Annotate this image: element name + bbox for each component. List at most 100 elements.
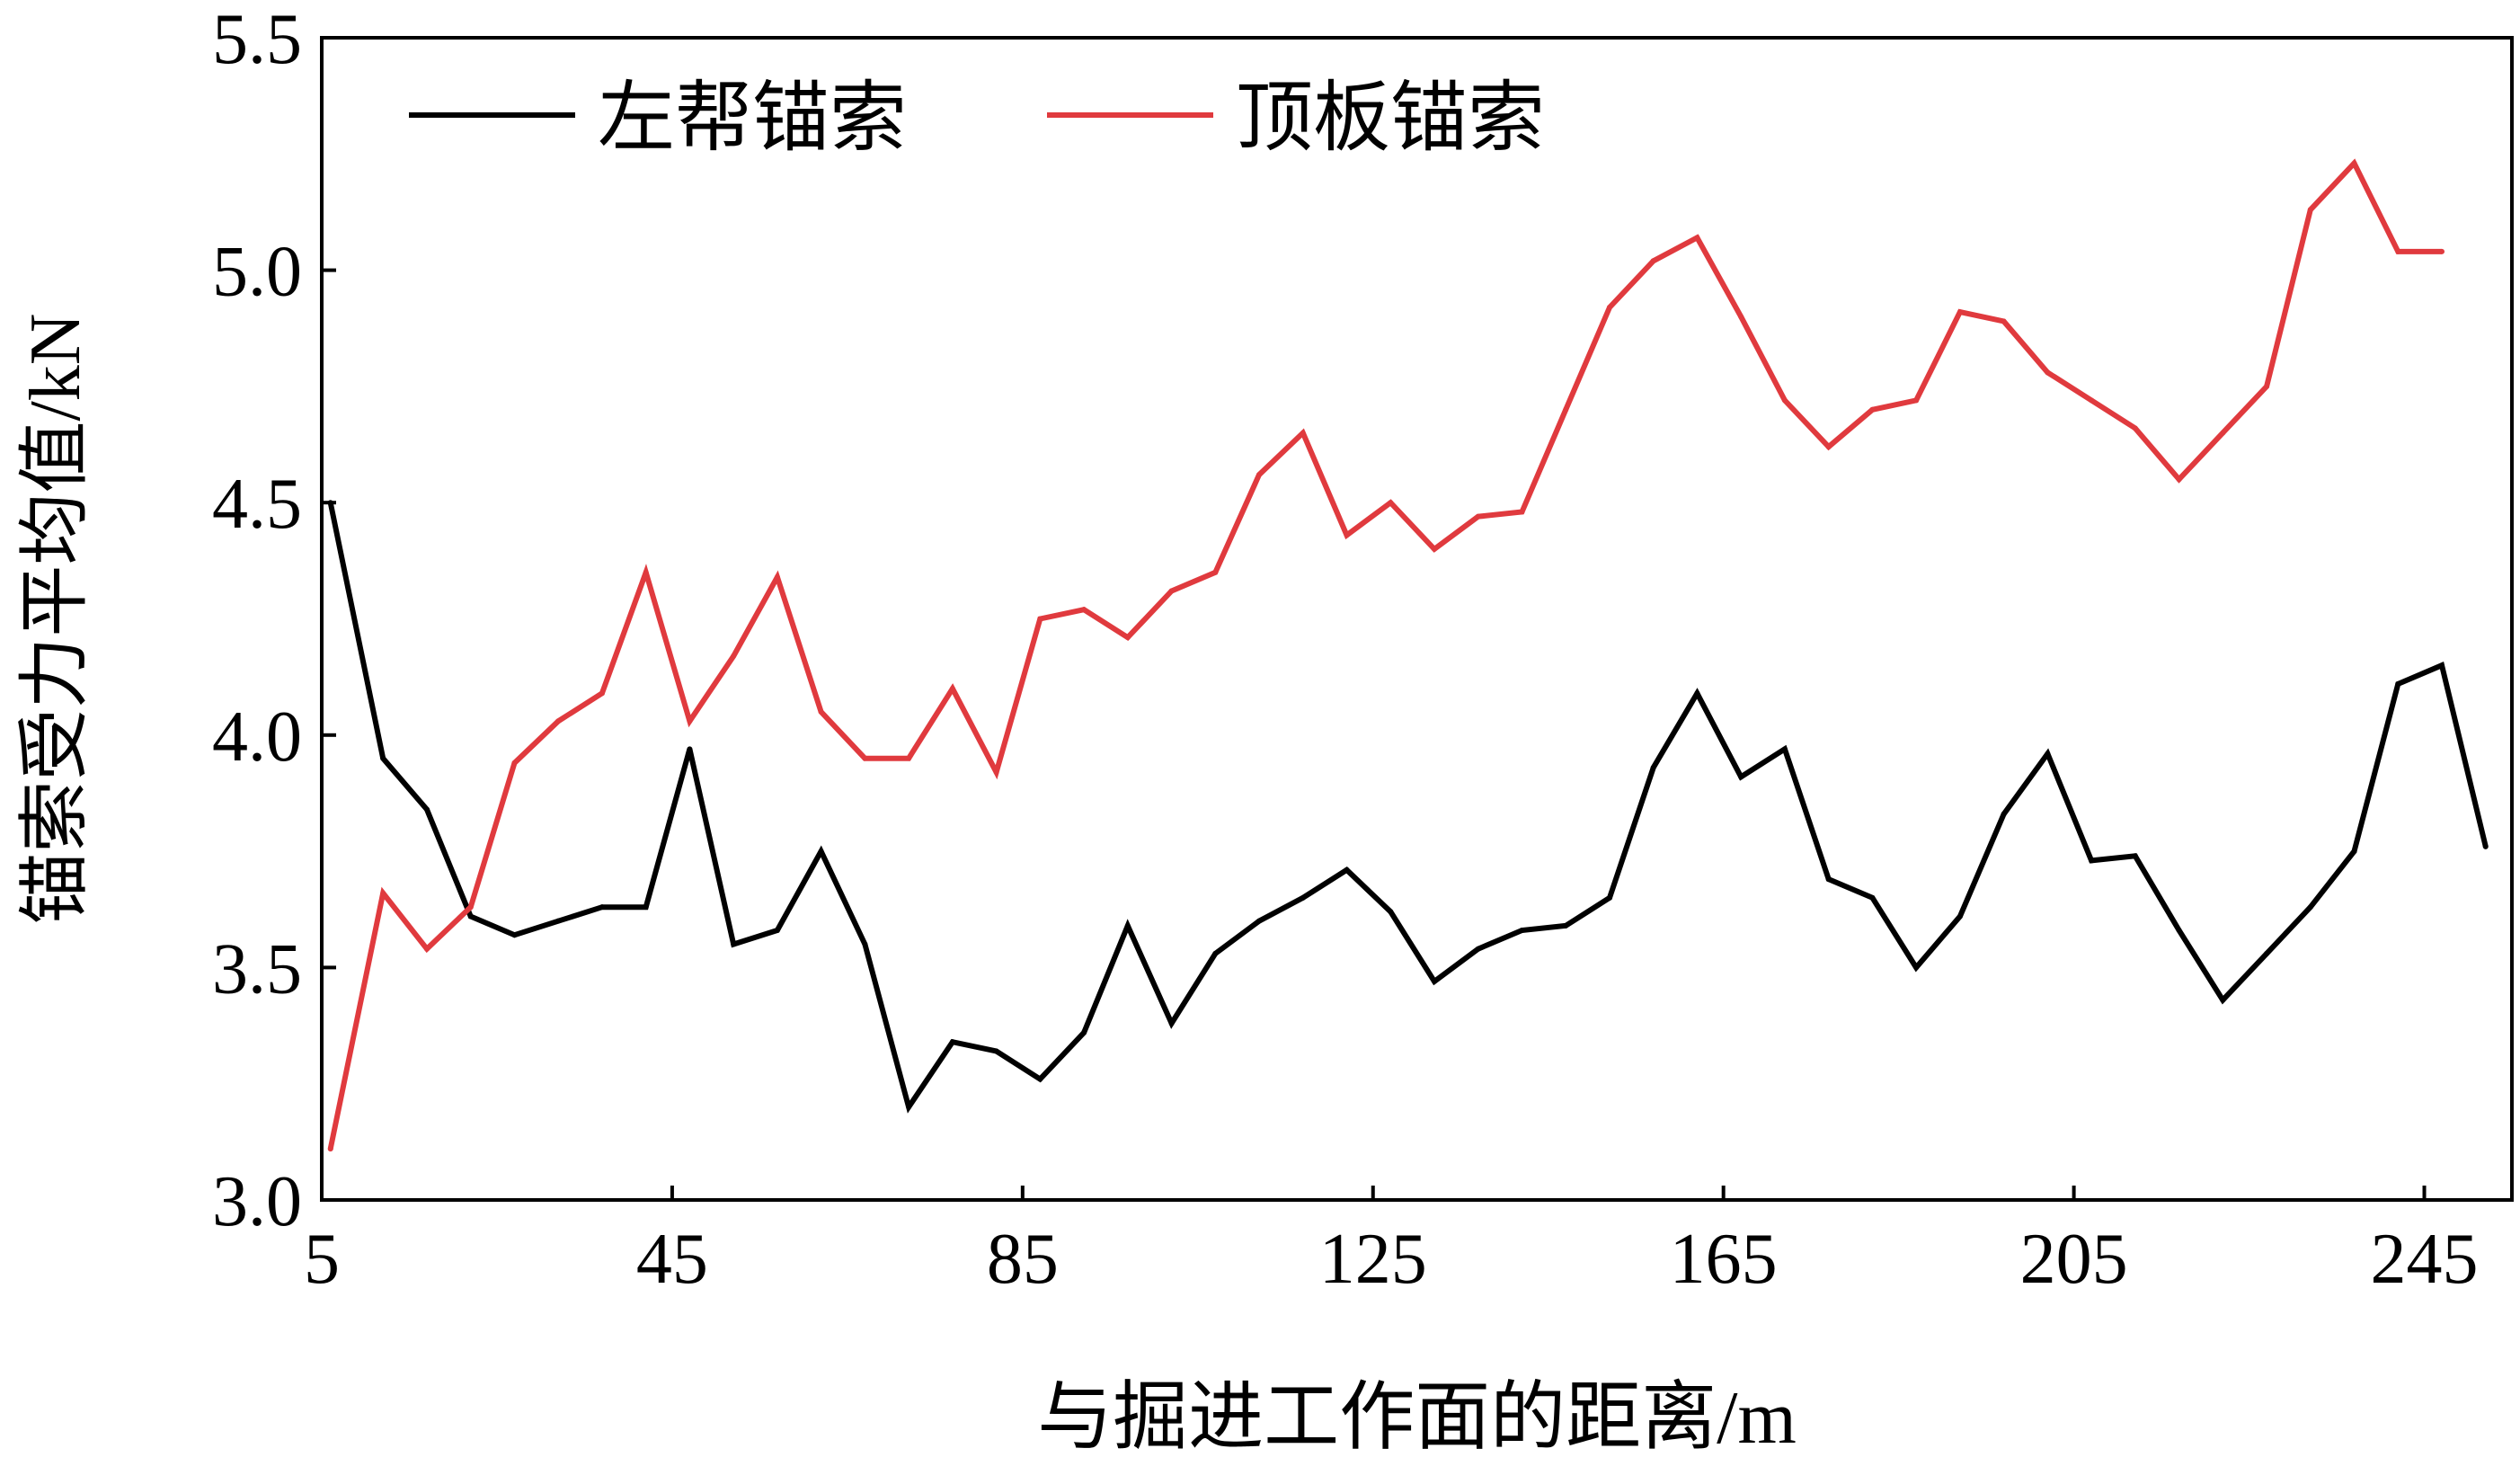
x-tick-label: 205	[2020, 1220, 2128, 1299]
series-0-point	[862, 941, 868, 947]
series-0-point	[1738, 774, 1744, 780]
series-1-point	[1957, 309, 1963, 315]
series-0-point	[949, 1039, 955, 1045]
series-1-point	[687, 718, 693, 724]
series-1-point	[1475, 513, 1481, 520]
series-0-point	[327, 500, 333, 506]
series-1-point	[818, 708, 824, 715]
series-1-point	[1344, 532, 1350, 538]
series-1-point	[555, 718, 562, 724]
series-1-point	[1650, 258, 1656, 264]
y-tick-label: 4.5	[212, 465, 302, 544]
series-0-point	[2307, 904, 2313, 911]
series-0-point	[1300, 894, 1306, 901]
series-0-point	[1519, 928, 1525, 934]
series-1-point	[2089, 397, 2095, 404]
series-1-point	[599, 690, 605, 697]
series-0-point	[687, 746, 693, 752]
series-1-point	[327, 1146, 333, 1152]
series-1-point	[1606, 304, 1612, 310]
series-0-point	[993, 1048, 999, 1054]
series-1-point	[2220, 430, 2226, 436]
x-tick-label: 85	[987, 1220, 1059, 1299]
y-tick-label: 5.5	[212, 0, 302, 79]
series-1-point	[731, 653, 737, 659]
y-tick-label: 3.5	[212, 929, 302, 1009]
x-tick-label: 5	[304, 1220, 340, 1299]
x-tick-label: 245	[2371, 1220, 2479, 1299]
series-1-point	[643, 569, 649, 575]
series-0-point	[731, 941, 737, 947]
series-0-point	[1694, 690, 1700, 697]
series-0-point	[2001, 811, 2007, 817]
series-0-point	[1081, 1029, 1087, 1035]
series-0-point	[643, 904, 649, 911]
series-0-point	[2176, 928, 2182, 934]
series-1-point	[1519, 509, 1525, 515]
series-0-point	[2439, 662, 2445, 669]
series-1-point	[1300, 430, 1306, 436]
series-1-point	[1825, 444, 1832, 450]
series-0-point	[423, 806, 430, 813]
series-0-point	[599, 904, 605, 911]
series-0-point	[2089, 858, 2095, 864]
series-line-1	[327, 158, 2442, 1150]
y-tick-label: 4.0	[212, 698, 302, 777]
series-1-point	[906, 755, 912, 761]
series-1-point	[1256, 472, 1263, 478]
series-1-point	[2439, 248, 2445, 254]
series-0-point	[380, 755, 386, 761]
series-1-point	[1212, 569, 1219, 575]
series-0-point	[511, 932, 518, 938]
plot-frame	[320, 36, 2514, 1202]
legend-label-left-anchor: 左帮锚索	[598, 75, 907, 161]
series-0-point	[1957, 913, 1963, 920]
series-1-point	[2001, 318, 2007, 324]
series-1-point	[2176, 476, 2182, 483]
series-1-point	[1431, 546, 1437, 552]
series-1-point	[1168, 588, 1175, 594]
series-1-point	[1124, 635, 1131, 641]
series-0-point	[2351, 849, 2357, 855]
series-0-point	[1256, 918, 1263, 924]
series-1-point	[2264, 383, 2270, 389]
series-0-point	[1650, 765, 1656, 771]
y-axis-ticks: 3.0 3.5 4.0 4.5 5.0 5.5	[212, 0, 336, 1241]
series-1-point	[1913, 397, 1920, 404]
series-0-point	[906, 1104, 912, 1110]
series-1-point	[949, 686, 955, 692]
x-axis-title: 与掘进工作面的距离/m	[1037, 1376, 1797, 1460]
series-1-point	[2307, 207, 2313, 213]
series-0-point	[2264, 950, 2270, 956]
y-axis-title: 锚索受力平均值/kN	[16, 314, 95, 925]
series-0-point	[1563, 922, 1569, 929]
series-0-point	[1869, 894, 1876, 901]
series-0-point	[1344, 866, 1350, 873]
series-1-point	[1869, 406, 1876, 413]
series-0-point	[2220, 997, 2226, 1003]
series-1-point	[1694, 235, 1700, 241]
series-0-point	[1475, 946, 1481, 952]
series-1-point	[380, 890, 386, 896]
series-0-point	[1781, 746, 1788, 752]
series-0-point	[1431, 978, 1437, 984]
series-0-point	[1388, 909, 1394, 915]
series-1-point	[467, 904, 474, 911]
series-0-point	[467, 913, 474, 920]
series-1-point	[2132, 425, 2138, 431]
series-layer	[327, 158, 2489, 1152]
series-0-point	[2482, 843, 2489, 849]
series-0-point	[1606, 894, 1612, 901]
series-0-point	[818, 849, 824, 855]
series-line-0	[327, 502, 2489, 1114]
series-0-point	[1124, 922, 1131, 929]
series-1-point	[1388, 500, 1394, 506]
series-0-point	[555, 918, 562, 924]
legend-label-roof-anchor: 顶板锚索	[1236, 75, 1545, 161]
series-1-point	[1781, 397, 1788, 404]
series-0-point	[2395, 680, 2401, 687]
series-0-point	[2132, 853, 2138, 859]
x-tick-label: 125	[1319, 1220, 1427, 1299]
series-1-point	[862, 755, 868, 761]
